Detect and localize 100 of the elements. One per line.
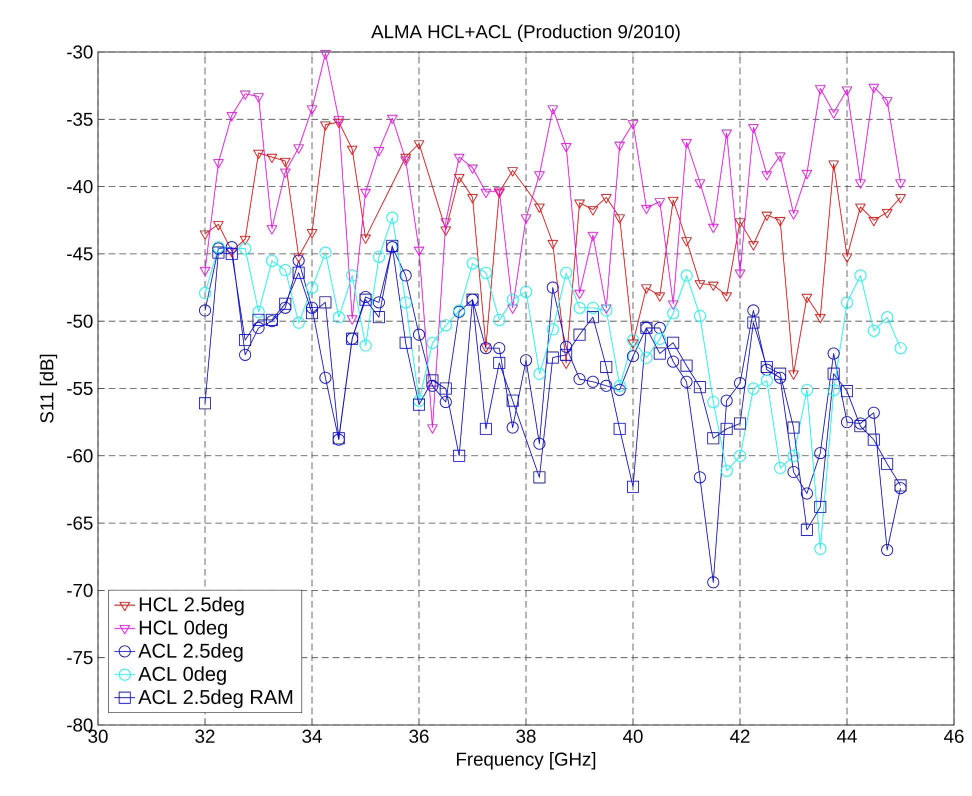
point (400, 269, 412, 282)
legend-label: HCL 2.5deg (140, 596, 244, 616)
point (640, 352, 652, 364)
point (226, 112, 238, 122)
point (588, 232, 598, 242)
point (841, 296, 853, 308)
point (426, 336, 438, 349)
point (520, 214, 532, 224)
y-tick-label: -30 (67, 45, 93, 59)
point (386, 212, 398, 224)
point (199, 397, 212, 410)
point (226, 248, 238, 260)
point (292, 254, 305, 267)
point (454, 174, 464, 184)
point (200, 230, 210, 240)
point (480, 422, 492, 435)
point (734, 417, 746, 430)
y-tick-label: -50 (67, 314, 93, 328)
point (413, 398, 425, 411)
point (346, 269, 358, 282)
point (588, 206, 598, 216)
point (374, 147, 384, 156)
point (774, 152, 786, 162)
point (668, 196, 678, 206)
point (266, 254, 278, 267)
point (720, 394, 733, 407)
point (868, 406, 880, 419)
point (774, 368, 786, 380)
point (546, 282, 559, 294)
point (641, 284, 652, 294)
point (855, 204, 866, 213)
point (747, 316, 760, 329)
point (815, 85, 826, 94)
point (360, 294, 372, 306)
point (440, 218, 452, 228)
point (614, 142, 625, 151)
point (694, 471, 706, 484)
point (548, 240, 558, 250)
point (534, 204, 545, 213)
point (614, 214, 625, 224)
point (800, 384, 813, 396)
point (894, 342, 906, 354)
point (546, 323, 559, 336)
point (614, 422, 626, 435)
x-tick-label: 32 (195, 730, 214, 743)
point (600, 360, 612, 373)
y-tick-label: -65 (67, 516, 93, 530)
point (694, 381, 706, 394)
point (414, 140, 424, 150)
point (372, 296, 385, 308)
point (252, 314, 265, 326)
point (854, 269, 866, 282)
point (320, 121, 331, 131)
point (681, 237, 692, 246)
point (802, 294, 812, 303)
point (762, 171, 772, 180)
point (614, 380, 626, 392)
point (627, 480, 639, 493)
point (747, 304, 760, 316)
point (841, 385, 853, 398)
point (306, 105, 318, 115)
point (319, 246, 332, 259)
point (802, 170, 812, 180)
point (574, 200, 585, 209)
point (534, 171, 545, 180)
point (868, 434, 880, 446)
point (828, 109, 839, 119)
point (252, 322, 265, 334)
point (694, 280, 706, 290)
point (627, 334, 639, 346)
point (279, 264, 292, 276)
point (828, 368, 840, 380)
y-tick-label: -35 (67, 112, 93, 126)
point (800, 524, 813, 536)
point (828, 347, 840, 360)
point (868, 217, 879, 226)
point (574, 328, 586, 341)
point (266, 154, 278, 163)
point (334, 116, 344, 126)
point (788, 210, 799, 220)
point (854, 420, 866, 432)
point (226, 241, 238, 254)
point (815, 314, 826, 324)
point (720, 464, 733, 477)
point (440, 319, 452, 332)
x-tick-label: 40 (623, 730, 643, 743)
point (627, 350, 639, 362)
point (372, 250, 385, 263)
point (400, 154, 411, 163)
point (855, 179, 866, 189)
point (854, 417, 866, 430)
point (586, 302, 599, 314)
x-tick-label: 44 (837, 730, 857, 743)
point (506, 422, 519, 434)
point (346, 146, 358, 155)
point (680, 376, 692, 388)
point (574, 373, 586, 386)
point (774, 372, 786, 384)
point (734, 450, 746, 462)
point (239, 334, 252, 346)
